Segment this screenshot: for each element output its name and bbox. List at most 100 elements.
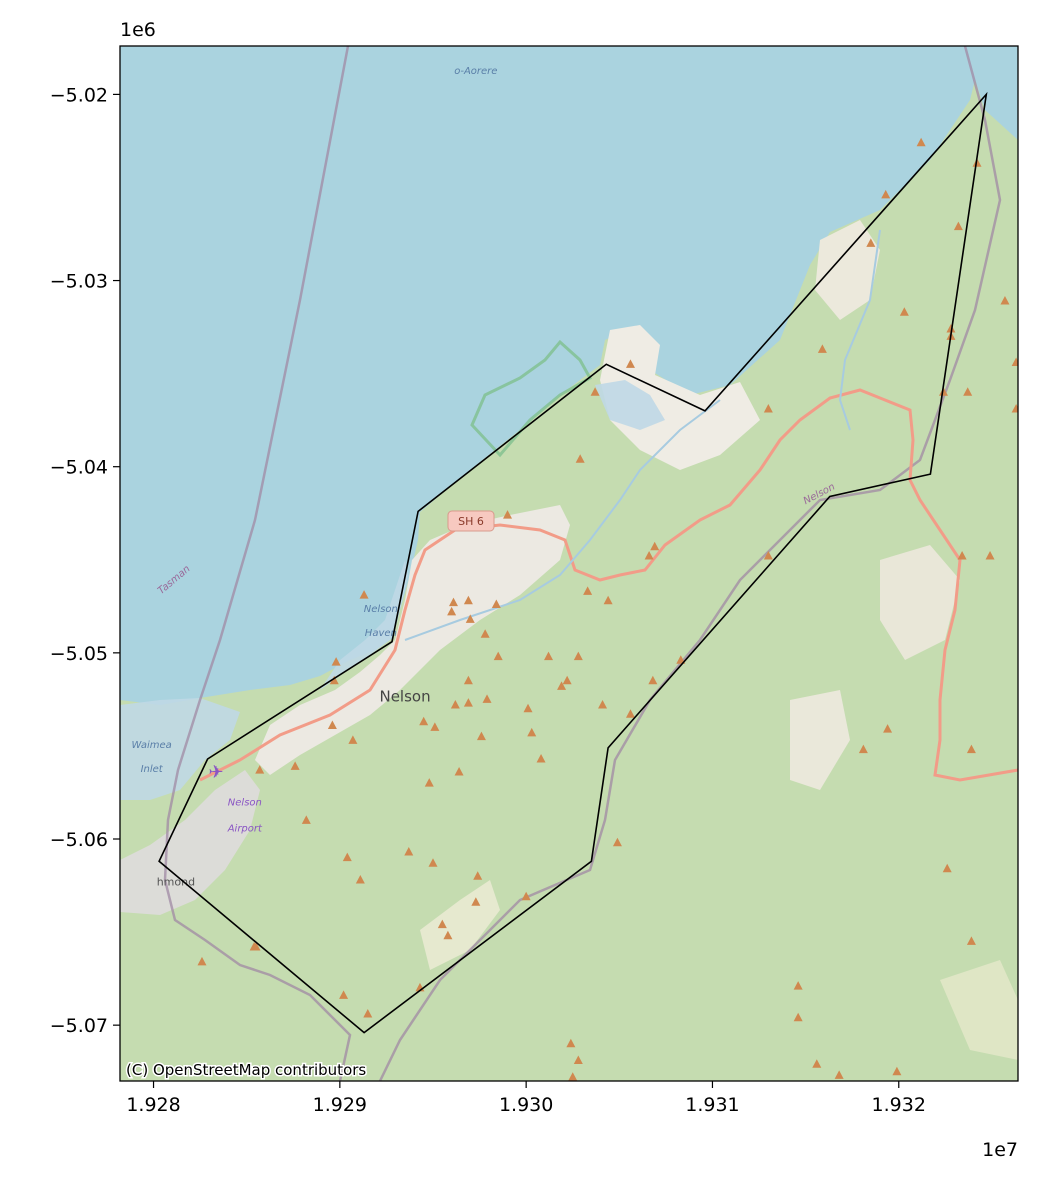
peak-marker [938, 387, 948, 396]
peak-marker [339, 990, 349, 999]
peak-marker [480, 629, 490, 638]
upland-clearing-5 [940, 960, 1018, 1060]
map-label: hmond [157, 876, 195, 889]
peak-marker [473, 871, 483, 880]
peak-marker [575, 454, 585, 463]
y-axis: −5.02 −5.03 −5.04 −5.05 −5.06 −5.07 [50, 84, 120, 1037]
map-label: Airport [227, 824, 263, 835]
x-tick-label: 1.932 [872, 1094, 926, 1116]
peak-marker [428, 858, 438, 867]
y-offset-label: 1e6 [120, 19, 156, 41]
tidal-flats-haven [320, 560, 408, 690]
peak-marker [359, 590, 369, 599]
peak-marker [957, 551, 967, 560]
airplane-icon: ✈ [208, 762, 223, 783]
peak-marker [946, 323, 956, 333]
peak-marker [493, 651, 503, 661]
peak-marker [1011, 357, 1018, 366]
peak-marker [447, 606, 457, 616]
upland-clearing-3 [790, 690, 850, 790]
area-polygon [158, 91, 988, 1034]
peak-marker [562, 675, 572, 685]
peaks-layer [197, 137, 1018, 1081]
y-tick-label: −5.07 [50, 1015, 108, 1037]
map-label: Haven [365, 628, 397, 639]
peak-marker [536, 753, 546, 763]
peak-marker [817, 344, 827, 353]
peak-marker [363, 1008, 373, 1018]
road-shield: SH 6 [447, 510, 495, 532]
peak-marker [331, 657, 341, 666]
peak-marker [301, 815, 311, 824]
map-label: Nelson [379, 687, 430, 705]
peak-marker [763, 551, 773, 560]
y-tick-label: −5.05 [50, 643, 108, 665]
tidal-flats-waimea [120, 698, 240, 800]
peak-marker [329, 675, 339, 685]
y-tick-label: −5.02 [50, 84, 108, 106]
map-label: Nelson [228, 797, 262, 808]
peak-marker [527, 727, 537, 737]
peak-marker [419, 716, 429, 726]
urban-area-nelson [255, 505, 570, 775]
river-maitai [404, 399, 721, 641]
peak-marker [598, 699, 608, 709]
peak-marker [448, 597, 458, 607]
peak-marker [1011, 403, 1018, 413]
peak-marker [476, 731, 486, 741]
boundary-line-west [163, 46, 352, 1081]
peak-marker [437, 919, 447, 929]
map-label: Inlet [141, 764, 164, 775]
peak-marker [603, 595, 613, 605]
peak-marker [966, 936, 976, 945]
peak-marker [1000, 296, 1010, 305]
peak-marker [471, 897, 481, 906]
peak-marker [197, 956, 207, 966]
peak-marker [793, 1012, 803, 1022]
peak-marker [942, 863, 952, 873]
x-tick-label: 1.929 [313, 1094, 367, 1116]
peak-marker [557, 681, 567, 690]
peak-marker [450, 699, 460, 709]
y-tick-label: −5.03 [50, 271, 108, 293]
peak-marker [812, 1059, 822, 1068]
peak-marker [482, 694, 492, 703]
x-offset-label: 1e7 [982, 1139, 1018, 1161]
peak-marker [544, 651, 554, 661]
peak-marker [834, 1070, 844, 1079]
peak-marker [793, 981, 803, 990]
land-area [120, 80, 1018, 1081]
peak-marker [566, 1038, 576, 1048]
peak-marker [612, 837, 622, 847]
upland-clearing-2 [880, 545, 960, 660]
peak-marker [255, 765, 265, 774]
peak-marker [763, 403, 773, 413]
peak-marker [644, 551, 654, 560]
peak-marker [650, 541, 660, 551]
peak-marker [568, 1072, 578, 1081]
x-axis: 1.928 1.929 1.930 1.931 1.932 [126, 1081, 926, 1116]
peak-marker [443, 930, 453, 940]
upland-clearing-1 [815, 220, 880, 320]
peak-marker [404, 847, 414, 856]
peak-marker [463, 698, 473, 707]
coastal-flat [600, 325, 760, 470]
attribution-text: (C) OpenStreetMap contributors [126, 1061, 366, 1079]
peak-marker [866, 238, 876, 247]
peak-marker [916, 137, 926, 147]
peak-marker [355, 874, 365, 884]
peak-marker [521, 891, 531, 901]
peak-marker [573, 651, 583, 661]
peak-marker [648, 675, 658, 685]
peak-marker [424, 778, 434, 787]
x-tick-label: 1.931 [685, 1094, 739, 1116]
peak-marker [858, 744, 868, 754]
boundary-line-east [378, 46, 1002, 1081]
state-highway-6 [199, 388, 1018, 782]
peak-marker [290, 761, 300, 770]
peak-marker [963, 387, 973, 396]
peak-marker [573, 1055, 583, 1065]
x-tick-label: 1.928 [126, 1094, 180, 1116]
map-label: o-Aorere [454, 66, 497, 77]
